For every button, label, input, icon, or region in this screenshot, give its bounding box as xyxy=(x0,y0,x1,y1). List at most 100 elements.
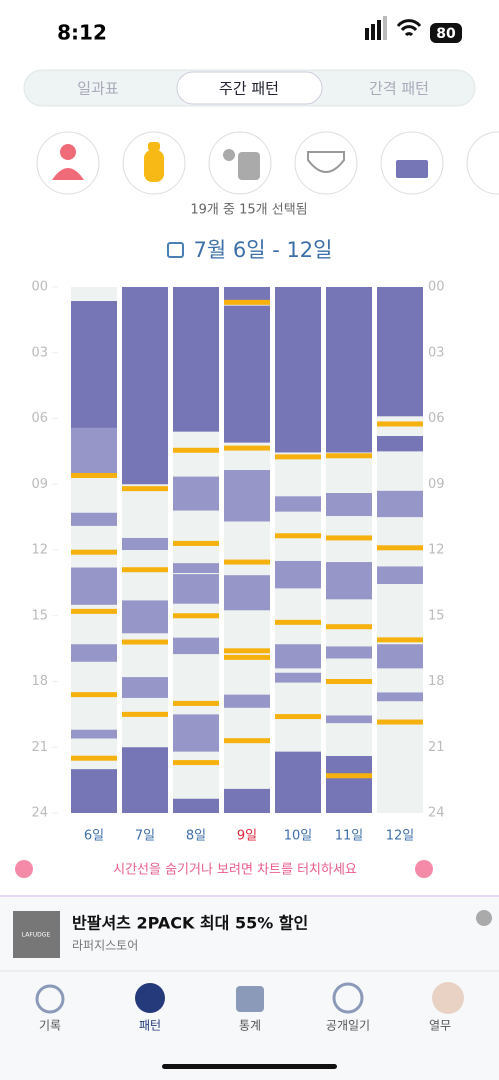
ad-info[interactable] xyxy=(476,910,492,926)
y-tick-label: 24 xyxy=(31,806,48,821)
y-tick-label: 15 xyxy=(31,608,48,623)
nav-avatar xyxy=(432,982,464,1014)
feed-mark xyxy=(173,447,219,453)
tab[interactable]: 간격 패턴 xyxy=(369,80,429,98)
icon-shape xyxy=(144,150,164,182)
wifi xyxy=(396,19,422,37)
feed-mark xyxy=(326,773,372,779)
feed-mark xyxy=(122,486,168,492)
close-hint[interactable] xyxy=(415,860,433,878)
nav-label[interactable]: 통계 xyxy=(239,1019,261,1033)
x-tick-label: 6일 xyxy=(84,829,104,844)
filter-icons xyxy=(36,131,499,195)
feed-mark xyxy=(173,760,219,766)
nap-block xyxy=(71,729,117,739)
nap-block xyxy=(71,644,117,662)
nav-label[interactable]: 패턴 xyxy=(139,1019,161,1033)
y-tick-label: 06 xyxy=(428,411,445,426)
nap-block xyxy=(173,574,219,604)
tab-selected[interactable] xyxy=(176,71,323,105)
nav-label[interactable]: 열무 xyxy=(429,1019,451,1033)
nap-block xyxy=(224,575,270,611)
close-hint[interactable] xyxy=(15,860,33,878)
feed-mark xyxy=(71,472,117,478)
sleep-block xyxy=(326,756,372,813)
y-tick-label: 00 xyxy=(428,280,445,295)
y-tick-label: 12 xyxy=(31,543,48,558)
selection-note: 19개 중 15개 선택됨 xyxy=(190,203,307,218)
nap-block xyxy=(122,537,168,550)
x-tick-label: 10일 xyxy=(284,829,313,844)
feed-mark xyxy=(71,608,117,614)
nap-block xyxy=(326,562,372,600)
nap-block xyxy=(224,470,270,522)
y-tick-label: 06 xyxy=(31,411,48,426)
nap-block xyxy=(122,677,168,698)
chart[interactable]: 00 00 03 03 06 06 09 09 12 12 15 15 18 18 21 21 24 24 6일 7일… xyxy=(31,280,444,844)
nav-icon xyxy=(236,986,264,1012)
feed-mark xyxy=(224,559,270,565)
signal xyxy=(377,20,381,40)
nap-block xyxy=(326,646,372,659)
nap-block xyxy=(326,493,372,517)
icon-shape xyxy=(396,160,428,178)
ad-logo-text: LAFUDGE xyxy=(22,932,51,939)
home-indicator xyxy=(162,1064,337,1069)
sleep-block xyxy=(71,301,117,428)
tab[interactable]: 일과표 xyxy=(77,80,119,98)
x-tick-label: 11일 xyxy=(335,829,364,844)
feed-mark xyxy=(377,421,423,427)
nap-block xyxy=(173,476,219,511)
icon-shape xyxy=(60,144,76,160)
feed-mark xyxy=(173,540,219,546)
signal xyxy=(383,16,387,40)
feed-mark xyxy=(173,700,219,706)
y-tick-label: 24 xyxy=(428,806,445,821)
nav-icon xyxy=(35,984,65,1014)
nav-label[interactable]: 공개일기 xyxy=(326,1019,370,1033)
icon-shape xyxy=(307,151,345,173)
icon-more[interactable] xyxy=(466,131,499,195)
ad-logo xyxy=(13,911,60,958)
sleep-block xyxy=(326,287,372,453)
feed-mark xyxy=(71,755,117,761)
sleep-block xyxy=(122,747,168,813)
nap-block xyxy=(275,496,321,512)
feed-mark xyxy=(173,613,219,619)
y-tick-label: 09 xyxy=(428,477,445,492)
sleep-block xyxy=(71,769,117,813)
x-tick-label: 7일 xyxy=(135,829,155,844)
nav-icon xyxy=(135,983,165,1013)
feed-mark xyxy=(275,454,321,460)
nap-block xyxy=(326,715,372,724)
nap-block xyxy=(173,563,219,574)
y-tick-label: 03 xyxy=(31,345,48,360)
date-range[interactable]: 7월 6일 - 12일 xyxy=(193,238,332,262)
feed-mark xyxy=(122,567,168,573)
ad-banner[interactable] xyxy=(0,897,499,971)
nap-block xyxy=(122,600,168,634)
nav-label[interactable]: 기록 xyxy=(39,1019,61,1033)
icon-nursing[interactable] xyxy=(36,131,100,195)
feed-mark xyxy=(377,545,423,551)
feed-mark xyxy=(326,624,372,630)
sleep-block xyxy=(275,287,321,453)
y-tick-label: 00 xyxy=(31,280,48,295)
tab[interactable]: 주간 패턴 xyxy=(219,80,279,98)
divider xyxy=(0,895,499,897)
y-tick-label: 12 xyxy=(428,543,445,558)
sleep-block xyxy=(224,287,270,301)
feed-mark xyxy=(122,639,168,645)
sleep-block xyxy=(377,287,423,417)
ad-store: 라퍼지스토어 xyxy=(72,939,138,953)
y-tick-label: 09 xyxy=(31,477,48,492)
feed-mark xyxy=(71,692,117,698)
nap-block xyxy=(173,714,219,752)
hint: 시간선을 숨기거나 보려면 차트를 터치하세요 xyxy=(113,863,357,878)
feed-mark xyxy=(224,445,270,451)
y-tick-label: 03 xyxy=(428,345,445,360)
signal xyxy=(365,28,369,40)
status-time: 8:12 xyxy=(57,21,107,45)
feed-mark xyxy=(224,648,270,654)
